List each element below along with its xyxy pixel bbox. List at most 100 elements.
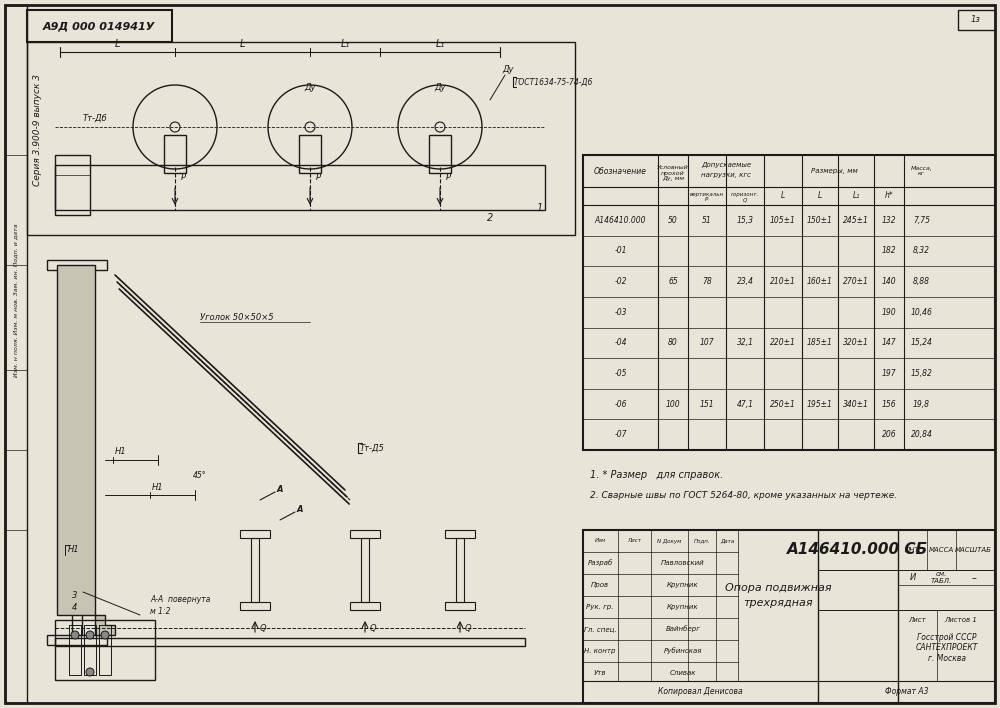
Text: Опора подвижная: Опора подвижная xyxy=(725,583,831,593)
Text: 250±1: 250±1 xyxy=(770,399,796,409)
Text: A: A xyxy=(297,506,303,515)
Text: трехрядная: трехрядная xyxy=(743,598,813,608)
Text: N Докум: N Докум xyxy=(657,539,682,544)
Bar xyxy=(445,530,475,538)
Text: -01: -01 xyxy=(614,246,627,256)
Bar xyxy=(47,635,107,645)
Text: 147: 147 xyxy=(882,338,896,348)
Text: м 1:2: м 1:2 xyxy=(150,607,170,617)
Text: A: A xyxy=(277,486,283,494)
Text: 15,82: 15,82 xyxy=(911,369,932,378)
Text: H1: H1 xyxy=(68,545,80,554)
Text: Копировал Денисова: Копировал Денисова xyxy=(658,687,743,697)
Text: 80: 80 xyxy=(668,338,678,348)
Text: Изм. н поля. Изм. м нов. Зам. ин. Подп. и дата: Изм. н поля. Изм. м нов. Зам. ин. Подп. … xyxy=(13,223,19,377)
Bar xyxy=(72,270,82,635)
Text: 45°: 45° xyxy=(193,471,207,479)
Text: Q: Q xyxy=(260,624,267,632)
Text: 206: 206 xyxy=(882,430,896,439)
Text: 320±1: 320±1 xyxy=(843,338,869,348)
Text: Разраб: Разраб xyxy=(587,559,613,566)
Text: H1: H1 xyxy=(152,482,164,491)
Text: -07: -07 xyxy=(614,430,627,439)
Text: Пров: Пров xyxy=(591,582,609,588)
Bar xyxy=(27,42,575,235)
Text: 8,88: 8,88 xyxy=(913,277,930,286)
Text: L: L xyxy=(240,39,245,49)
Polygon shape xyxy=(57,265,115,635)
Text: 19,8: 19,8 xyxy=(913,399,930,409)
Bar xyxy=(55,165,545,210)
Text: Крупник: Крупник xyxy=(667,604,699,610)
Text: 105±1: 105±1 xyxy=(770,216,796,225)
Text: нагрузки, кгс: нагрузки, кгс xyxy=(701,172,751,178)
Circle shape xyxy=(86,668,94,676)
Text: Госстрой СССР
САНТЕХПРОЕКТ
г. Москва: Госстрой СССР САНТЕХПРОЕКТ г. Москва xyxy=(915,633,978,663)
Text: 150±1: 150±1 xyxy=(807,216,833,225)
Text: ЛНТ.: ЛНТ. xyxy=(904,547,921,553)
Text: Листов 1: Листов 1 xyxy=(945,617,977,623)
Bar xyxy=(456,538,464,602)
Text: -03: -03 xyxy=(614,308,627,316)
Text: 4: 4 xyxy=(72,603,78,612)
Text: 220±1: 220±1 xyxy=(770,338,796,348)
Text: L₁: L₁ xyxy=(435,39,445,49)
Text: 245±1: 245±1 xyxy=(843,216,869,225)
Text: Павловский: Павловский xyxy=(661,560,705,566)
Text: L: L xyxy=(818,191,822,200)
Text: А9Д 000 014941У: А9Д 000 014941У xyxy=(43,21,155,31)
Text: МАСШТАБ: МАСШТАБ xyxy=(955,547,992,553)
Text: 195±1: 195±1 xyxy=(807,399,833,409)
Bar xyxy=(583,155,995,450)
Text: 107: 107 xyxy=(700,338,714,348)
Text: 197: 197 xyxy=(882,369,896,378)
Text: 47,1: 47,1 xyxy=(736,399,754,409)
Text: 50: 50 xyxy=(668,216,678,225)
Text: Размеры, мм: Размеры, мм xyxy=(811,168,857,174)
Bar xyxy=(445,602,475,610)
Text: 132: 132 xyxy=(882,216,896,225)
Text: 3: 3 xyxy=(72,590,78,600)
Text: вертикальн
P: вертикальн P xyxy=(690,192,724,202)
Text: Сливак: Сливак xyxy=(670,670,696,676)
Text: Утв: Утв xyxy=(594,670,606,676)
Text: L: L xyxy=(115,39,120,49)
Text: Формат А3: Формат А3 xyxy=(885,687,928,697)
Text: 15,24: 15,24 xyxy=(911,338,932,348)
Bar xyxy=(240,602,270,610)
Text: 340±1: 340±1 xyxy=(843,399,869,409)
Text: 270±1: 270±1 xyxy=(843,277,869,286)
Bar xyxy=(55,155,90,215)
Bar xyxy=(251,538,259,602)
Text: 20,84: 20,84 xyxy=(911,430,932,439)
Bar xyxy=(5,5,27,703)
Text: 32,1: 32,1 xyxy=(736,338,754,348)
Bar xyxy=(99,625,111,675)
Bar xyxy=(27,10,172,42)
Text: Условный
прохой
Ду, мм: Условный прохой Ду, мм xyxy=(657,165,689,181)
Text: ГОСТ1634-75-74-Д6: ГОСТ1634-75-74-Д6 xyxy=(515,77,593,86)
Text: Допускаемые: Допускаемые xyxy=(701,162,751,168)
Bar xyxy=(55,620,155,680)
Text: 78: 78 xyxy=(702,277,712,286)
Text: 23,4: 23,4 xyxy=(736,277,754,286)
Text: 151: 151 xyxy=(700,399,714,409)
Text: 2. Сварные швы по ГОСТ 5264-80, кроме указанных на чертеже.: 2. Сварные швы по ГОСТ 5264-80, кроме ук… xyxy=(590,491,897,500)
Bar xyxy=(164,135,186,173)
Text: A-A  повернута: A-A повернута xyxy=(150,595,210,605)
Text: 1: 1 xyxy=(537,203,543,213)
Text: Масса,
кг: Масса, кг xyxy=(911,166,932,176)
Text: -06: -06 xyxy=(614,399,627,409)
Text: 140: 140 xyxy=(882,277,896,286)
Text: МАССА: МАССА xyxy=(929,547,954,553)
Text: Изм: Изм xyxy=(595,539,606,544)
Text: И: И xyxy=(909,573,916,583)
Bar xyxy=(47,260,107,270)
Text: -02: -02 xyxy=(614,277,627,286)
Circle shape xyxy=(86,631,94,639)
Text: Тт-Дб: Тт-Дб xyxy=(83,113,107,122)
Text: Q: Q xyxy=(465,624,472,632)
Bar xyxy=(361,538,369,602)
Text: P: P xyxy=(181,173,186,183)
Bar xyxy=(55,638,525,646)
